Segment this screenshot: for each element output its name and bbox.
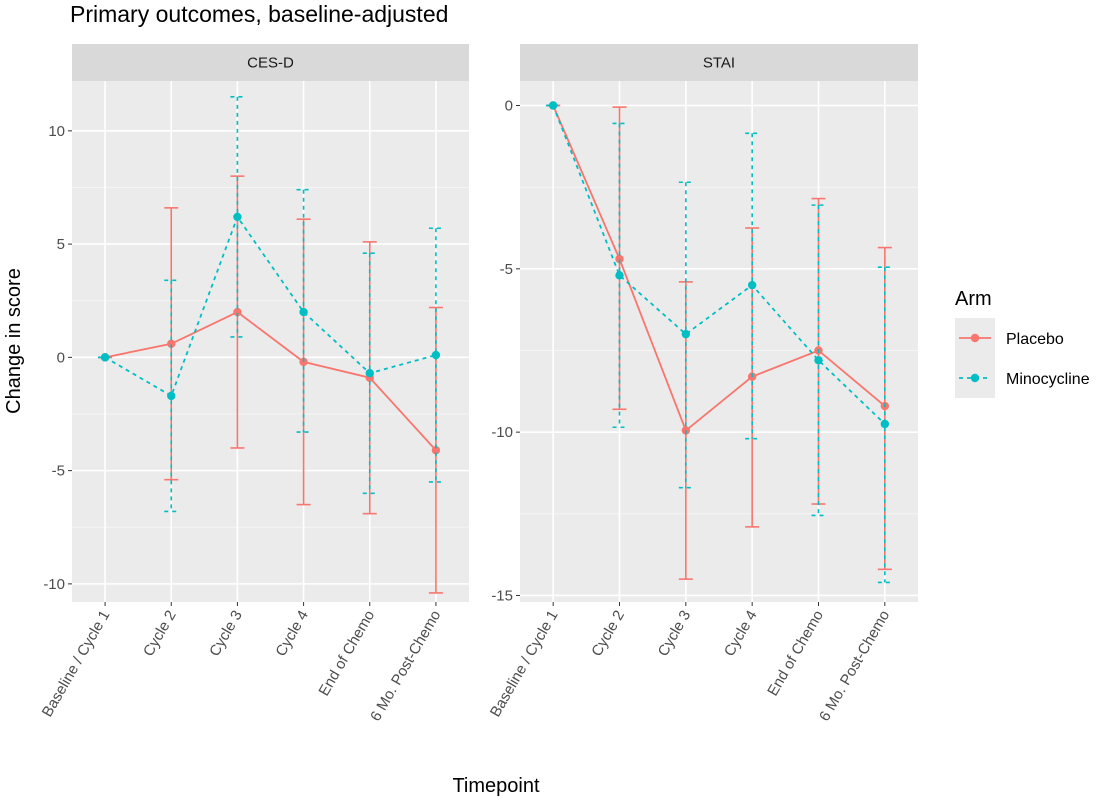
legend-label: Placebo (1006, 331, 1064, 348)
legend: Arm Placebo Minocycline (955, 288, 1090, 398)
x-tick-label: 6 Mo. Post-Chemo (367, 608, 444, 725)
legend-title: Arm (955, 288, 992, 310)
x-tick-label: Baseline / Cycle 1 (39, 608, 114, 720)
strip-background (520, 44, 918, 81)
legend-key-point (970, 333, 980, 343)
x-tick-label: Cycle 2 (588, 608, 628, 660)
data-point (814, 356, 823, 365)
x-axis-title: Timepoint (452, 775, 540, 797)
legend-key-minocycline: Minocycline (955, 358, 1090, 398)
y-tick-label: 0 (505, 97, 513, 114)
x-tick-label: Cycle 4 (721, 608, 761, 660)
strip-label: CES-D (247, 55, 294, 72)
data-point (233, 307, 242, 317)
series-line (104, 311, 437, 451)
data-point (167, 339, 176, 348)
legend-key-placebo: Placebo (955, 318, 1064, 358)
legend-keys: Placebo Minocycline (955, 318, 1090, 398)
x-tick-label: Cycle 3 (206, 608, 246, 660)
series-line (552, 105, 886, 432)
x-tick-label: End of Chemo (764, 608, 827, 700)
data-point (431, 446, 441, 455)
y-tick-label: -10 (43, 576, 65, 593)
strip-background (72, 44, 469, 81)
data-point (615, 271, 624, 280)
data-point (299, 357, 308, 367)
x-tick-label: Cycle 3 (655, 608, 695, 660)
data-point (431, 350, 441, 360)
legend-label: Minocycline (1006, 371, 1090, 388)
data-point (681, 329, 691, 339)
data-point (365, 369, 374, 378)
data-point (548, 101, 558, 110)
y-tick-label: -5 (52, 463, 65, 480)
x-tick-label: Cycle 2 (140, 608, 180, 660)
panel-0: CES-D -10 -5 0 5 10 Baseline / Cycle 1 Cycle 2 C… (39, 44, 469, 724)
legend-key-point (970, 373, 980, 383)
panels: CES-D -10 -5 0 5 10 Baseline / Cycle 1 Cycle 2 C… (39, 44, 918, 724)
panel-1: STAI -15 -10 -5 0 Baseline / Cycle 1 Cycle 2 Cy… (487, 44, 918, 724)
y-tick-label: -5 (500, 261, 513, 278)
x-tick-label: End of Chemo (316, 608, 379, 700)
y-tick-label: 10 (48, 123, 65, 140)
series-minocycline (98, 96, 443, 513)
y-tick-label: -15 (491, 587, 513, 604)
data-point (615, 254, 624, 264)
data-point (233, 212, 242, 222)
data-point (880, 419, 890, 429)
x-tick-label: Cycle 4 (272, 608, 312, 660)
panel-background (72, 81, 469, 602)
chart-title: Primary outcomes, baseline-adjusted (70, 1, 448, 27)
x-tick-label: 6 Mo. Post-Chemo (816, 608, 893, 725)
data-point (100, 353, 110, 362)
strip-label: STAI (703, 55, 735, 72)
series-minocycline (546, 101, 892, 584)
y-tick-label: 0 (57, 349, 65, 366)
data-point (747, 280, 757, 290)
series-line (552, 105, 886, 425)
data-point (299, 307, 308, 317)
y-tick-label: 5 (57, 236, 65, 253)
panel-background (520, 81, 918, 602)
y-tick-label: -10 (491, 424, 513, 441)
data-point (167, 391, 176, 401)
y-axis-title: Change in score (3, 268, 25, 414)
x-tick-label: Baseline / Cycle 1 (487, 608, 562, 720)
